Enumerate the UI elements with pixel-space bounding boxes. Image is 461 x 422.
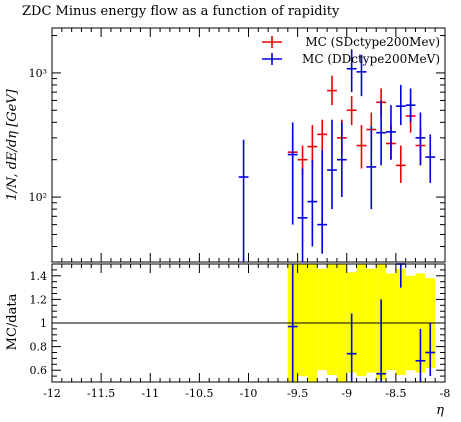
main-series1-point-7 (346, 49, 357, 93)
ratio-y-tick-label: 1.4 (30, 270, 48, 283)
main-series1-point-9 (366, 126, 377, 210)
band-bin-3 (317, 268, 328, 371)
main-series1-point-15 (425, 134, 436, 183)
main-series0-point-3 (317, 119, 328, 150)
x-tick-label: -9.5 (287, 387, 308, 400)
main-panel: 10² 10³ 1/N, dE/dη [GeV] MC (SDctype200Me… (5, 27, 446, 263)
main-series1-point-11 (386, 105, 396, 160)
main-series1-point-12 (395, 84, 406, 126)
ratio-panel: 0.6 0.8 1 1.2 1.4 -12 -11.5 -11 -10.5 -10 -9.5 -9 -8… (5, 263, 451, 418)
main-series1-point-1 (287, 122, 298, 225)
band-bin-1 (297, 264, 308, 377)
band-bin-11 (395, 268, 406, 375)
x-tick-label: -8 (440, 387, 451, 400)
main-series1-point-13 (405, 88, 416, 123)
main-series1-point-10 (376, 100, 387, 166)
legend: MC (SDctype200Mev) MC (DDctype200MeV) (262, 35, 440, 66)
chart-title: ZDC Minus energy flow as a function of r… (22, 4, 340, 19)
x-tick-label: -12 (43, 387, 61, 400)
y-tick-label: 10³ (29, 67, 47, 80)
ratio-point-0 (287, 264, 298, 382)
ratio-y-tick-label: 0.6 (30, 364, 48, 377)
main-series0-point-7 (356, 125, 367, 169)
main-plot-frame (51, 27, 446, 263)
x-tick-label: -9 (341, 387, 352, 400)
main-series0-point-11 (395, 145, 406, 183)
main-series1-point-5 (327, 119, 337, 210)
ratio-data-marks (287, 263, 436, 382)
legend-label: MC (SDctype200Mev) (305, 35, 440, 49)
x-tick-label: -8.5 (385, 387, 406, 400)
x-tick-label: -10.5 (185, 387, 213, 400)
ratio-y-axis-label: MC/data (5, 293, 20, 350)
main-series1-point-6 (336, 122, 347, 198)
ratio-point-1 (346, 313, 357, 382)
x-axis-label: η (436, 403, 444, 418)
main-series1-point-14 (415, 112, 426, 166)
main-series1-point-8 (356, 54, 367, 97)
band-bin-8 (366, 268, 377, 373)
ratio-axis-ticks: 0.6 0.8 1 1.2 1.4 -12 -11.5 -11 -10.5 -10 -9.5 -9 -8… (30, 264, 451, 400)
ratio-y-tick-label: 0.8 (30, 341, 48, 354)
main-series1-point-0 (238, 139, 249, 262)
legend-label: MC (DDctype200MeV) (302, 52, 440, 66)
main-series1-point-3 (307, 159, 318, 247)
legend-entry-0: MC (SDctype200Mev) (262, 35, 440, 49)
main-series1-point-4 (317, 149, 328, 254)
ratio-y-tick-label: 1.2 (30, 293, 48, 306)
main-data-marks (238, 49, 436, 262)
main-y-axis-label: 1/N, dE/dη [GeV] (5, 88, 20, 200)
band-bin-10 (386, 273, 396, 371)
ratio-plot-frame (51, 263, 446, 383)
x-tick-label: -11.5 (87, 387, 115, 400)
ratio-point-5 (425, 323, 436, 377)
band-bin-7 (356, 264, 367, 377)
main-axis-ticks: 10² 10³ (29, 28, 445, 263)
main-series0-point-6 (346, 96, 357, 126)
main-series0-point-4 (327, 75, 337, 106)
x-tick-label: -11 (141, 387, 159, 400)
band-bin-4 (327, 264, 337, 375)
ratio-point-4 (415, 328, 426, 382)
x-tick-label: -10 (240, 387, 258, 400)
ratio-y-tick-label: 1 (40, 317, 47, 330)
y-tick-label: 10² (29, 191, 47, 204)
legend-entry-1: MC (DDctype200MeV) (262, 52, 440, 66)
ratio-point-2 (376, 299, 387, 382)
main-series1-point-2 (297, 168, 308, 262)
